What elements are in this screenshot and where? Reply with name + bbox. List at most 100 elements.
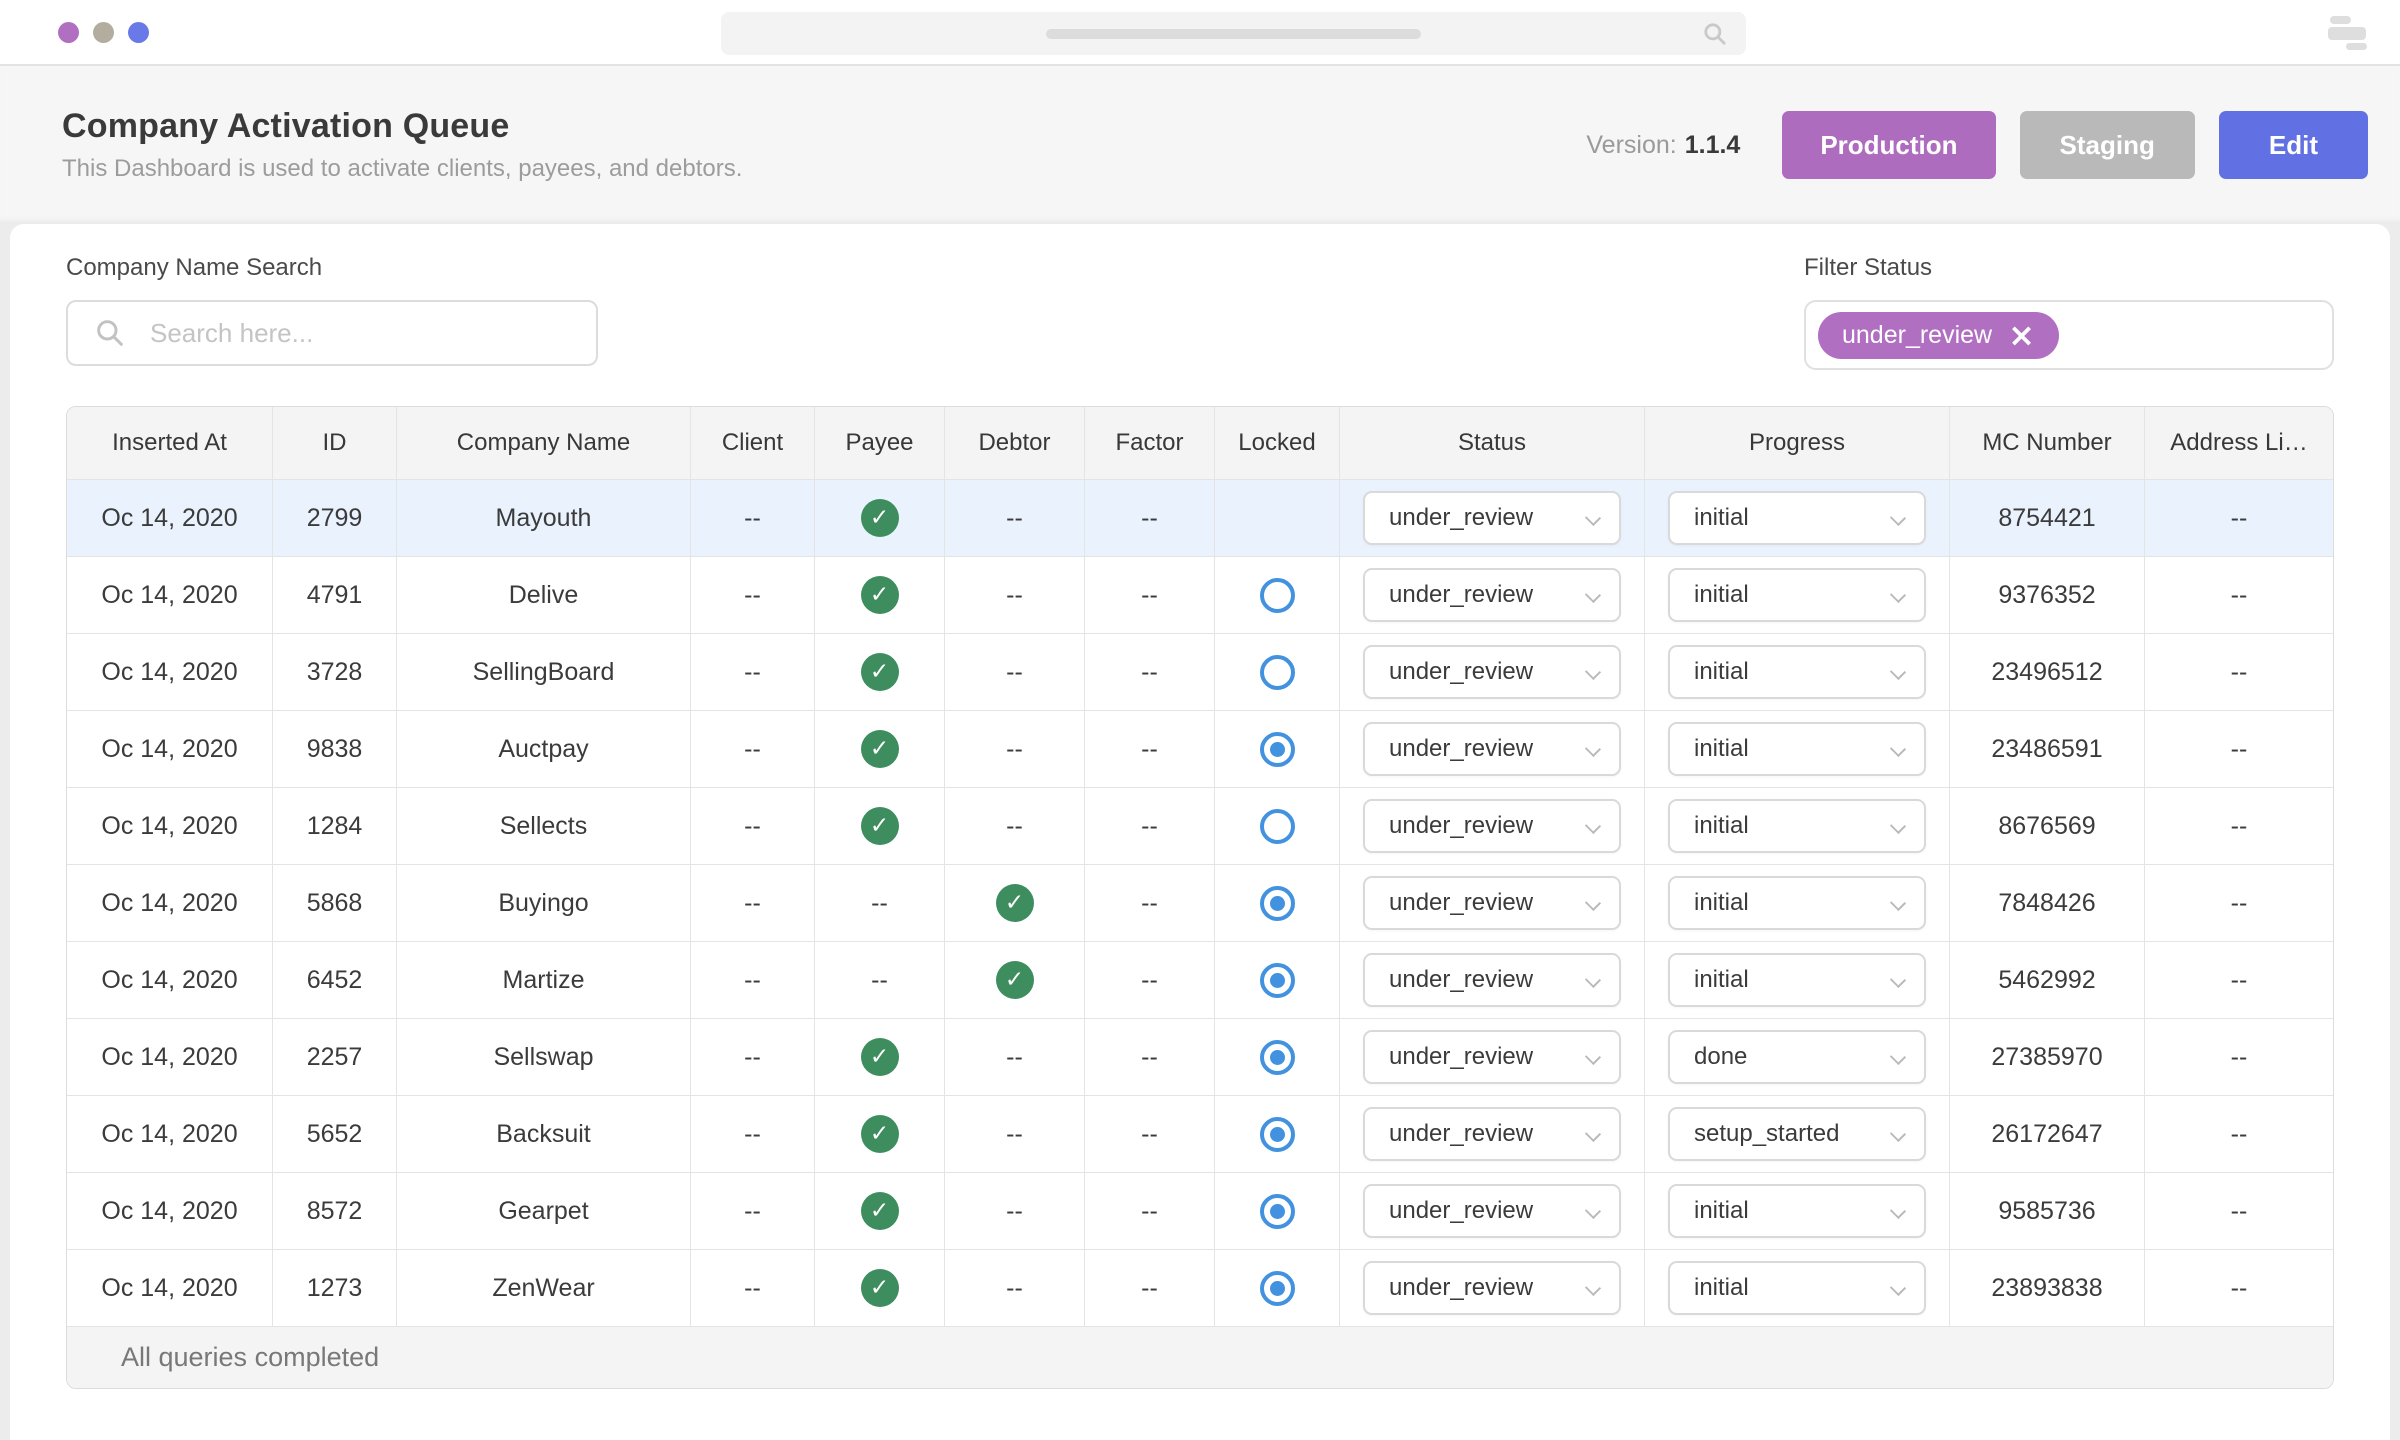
mc-number-cell: 8676569 [1950,787,2145,864]
progress-select[interactable]: initial [1668,722,1926,776]
status-select[interactable]: under_review [1363,953,1621,1007]
column-header: Debtor [945,407,1085,479]
page-subtitle: This Dashboard is used to activate clien… [62,155,743,182]
payee-cell: ✓ [815,787,945,864]
address-cell: -- [2145,1095,2333,1172]
payee-cell: ✓ [815,1095,945,1172]
locked-cell [1215,556,1340,633]
client-cell: -- [691,1249,815,1326]
window-dot-blue[interactable] [128,21,149,43]
column-header: ID [273,407,397,479]
locked-radio[interactable] [1259,577,1295,613]
table-row: Oc 14, 2020 6452 Martize -- -- ✓ -- under_revie… [67,941,2333,1018]
chevron-down-icon [1584,740,1602,758]
progress-select[interactable]: initial [1668,568,1926,622]
locked-radio[interactable] [1259,885,1295,921]
status-select[interactable]: under_review [1363,722,1621,776]
company-cell: Backsuit [397,1095,691,1172]
address-cell: -- [2145,941,2333,1018]
progress-cell: initial [1645,1172,1950,1249]
client-cell: -- [691,1172,815,1249]
status-cell: under_review [1340,556,1645,633]
status-select[interactable]: under_review [1363,1261,1621,1315]
progress-cell: initial [1645,864,1950,941]
status-value: under_review [1389,966,1534,993]
locked-radio[interactable] [1259,1270,1295,1306]
progress-select[interactable]: initial [1668,876,1926,930]
client-cell: -- [691,479,815,556]
locked-cell [1215,1172,1340,1249]
status-select[interactable]: under_review [1363,799,1621,853]
production-button[interactable]: Production [1782,111,1996,179]
locked-radio[interactable] [1259,1193,1295,1229]
client-cell: -- [691,710,815,787]
factor-cell: -- [1085,941,1215,1018]
factor-cell: -- [1085,633,1215,710]
locked-radio[interactable] [1259,654,1295,690]
staging-button[interactable]: Staging [2019,111,2195,179]
chevron-down-icon [1889,663,1907,681]
progress-select[interactable]: initial [1668,645,1926,699]
status-select[interactable]: under_review [1363,491,1621,545]
filter-tag-label: under_review [1842,320,1993,349]
table-row: Oc 14, 2020 4791 Delive -- ✓ -- -- under_review… [67,556,2333,633]
locked-radio[interactable] [1259,1039,1295,1075]
check-circle-icon: ✓ [860,730,899,768]
filter-status-box[interactable]: under_review × [1804,300,2334,370]
status-select[interactable]: under_review [1363,1030,1621,1084]
address-cell: -- [2145,787,2333,864]
chevron-down-icon [1584,509,1602,527]
browser-menu-icon[interactable] [2328,13,2368,53]
inserted-at-cell: Oc 14, 2020 [67,710,273,787]
debtor-cell: -- [945,479,1085,556]
progress-value: initial [1694,658,1749,685]
status-select[interactable]: under_review [1363,568,1621,622]
company-cell: SellingBoard [397,633,691,710]
locked-radio[interactable] [1259,1116,1295,1152]
inserted-at-cell: Oc 14, 2020 [67,1095,273,1172]
progress-value: initial [1694,966,1749,993]
page-title: Company Activation Queue [62,107,510,145]
window-dot-gray[interactable] [93,21,114,43]
status-select[interactable]: under_review [1363,1107,1621,1161]
locked-radio[interactable] [1259,731,1295,767]
payee-cell: ✓ [815,633,945,710]
chevron-down-icon [1584,1202,1602,1220]
progress-select[interactable]: initial [1668,1261,1926,1315]
check-circle-icon: ✓ [860,653,899,691]
table-header-row: Inserted At ID Company Name Client Payee Debt… [67,407,2333,479]
status-cell: under_review [1340,1095,1645,1172]
status-cell: under_review [1340,479,1645,556]
status-select[interactable]: under_review [1363,1184,1621,1238]
progress-value: setup_started [1694,1120,1840,1147]
progress-select[interactable]: initial [1668,1184,1926,1238]
company-search-input[interactable] [66,300,598,366]
search-icon [97,320,123,346]
progress-select[interactable]: initial [1668,491,1926,545]
chevron-down-icon [1584,1279,1602,1297]
id-cell: 1273 [273,1249,397,1326]
window-dot-purple[interactable] [58,21,79,43]
address-bar[interactable] [721,12,1746,55]
status-value: under_review [1389,581,1534,608]
progress-select[interactable]: initial [1668,953,1926,1007]
close-icon[interactable]: × [2008,316,2035,354]
status-cell: under_review [1340,941,1645,1018]
column-header: Locked [1215,407,1340,479]
status-cell: under_review [1340,864,1645,941]
progress-select[interactable]: setup_started [1668,1107,1926,1161]
locked-radio[interactable] [1259,808,1295,844]
progress-select[interactable]: initial [1668,799,1926,853]
filter-tag: under_review × [1818,311,2059,359]
table-body: Oc 14, 2020 2799 Mayouth -- ✓ -- -- under_revie… [67,479,2333,1326]
locked-cell [1215,479,1340,556]
column-header: Inserted At [67,407,273,479]
debtor-cell: ✓ [945,941,1085,1018]
locked-radio[interactable] [1259,962,1295,998]
chevron-down-icon [1584,971,1602,989]
status-select[interactable]: under_review [1363,876,1621,930]
company-search-group: Company Name Search [66,254,598,370]
status-select[interactable]: under_review [1363,645,1621,699]
edit-button[interactable]: Edit [2218,111,2368,179]
progress-select[interactable]: done [1668,1030,1926,1084]
